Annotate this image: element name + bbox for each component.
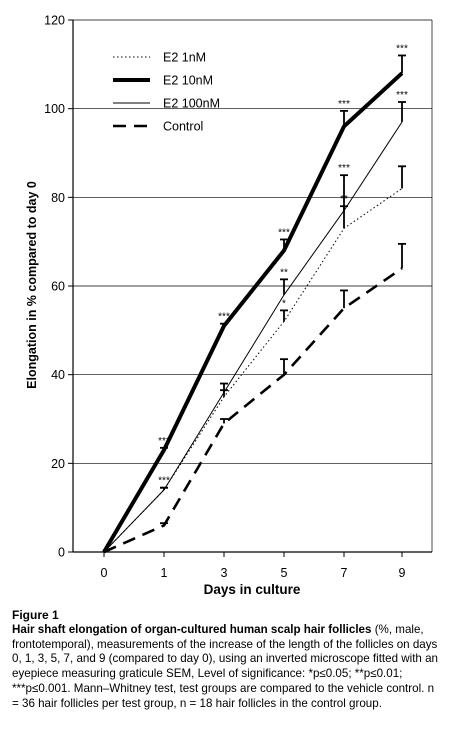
significance-label: **	[340, 194, 348, 205]
x-tick-label: 1	[161, 566, 168, 580]
x-tick-label: 7	[341, 566, 348, 580]
significance-label: ***	[158, 436, 170, 447]
y-tick-label: 60	[51, 280, 65, 294]
legend-label: E2 100nM	[163, 97, 220, 111]
axes-layer	[68, 19, 433, 557]
y-tick-label: 0	[58, 546, 65, 560]
significance-label: ***	[396, 43, 408, 54]
errorbar-layer	[160, 54, 406, 526]
x-axis-label: Days in culture	[204, 582, 301, 597]
significance-layer: *****************************	[158, 43, 408, 486]
series-layer	[102, 71, 404, 554]
significance-label: *	[282, 298, 286, 309]
significance-label: ***	[158, 476, 170, 487]
significance-label: ***	[396, 90, 408, 101]
series-line-e2-100nm	[103, 121, 403, 553]
y-axis-label: Elongation in % compared to day 0	[25, 181, 39, 389]
figure-label: Figure 1	[12, 608, 59, 622]
figure-caption-text: (%, male, frontotemporal), measurements …	[12, 622, 438, 710]
series-line-e2-10nm	[102, 71, 404, 554]
legend-label: E2 1nM	[163, 51, 206, 65]
tick-label-layer: 0 20 40 60 80 100 120 0 1 3 5 7 9	[44, 14, 405, 581]
y-tick-label: 100	[44, 102, 65, 116]
significance-label: ***	[218, 312, 230, 323]
hair-elongation-chart: ***************************** 0204060801…	[25, 14, 433, 597]
y-tick-label: 120	[44, 14, 65, 28]
x-tick-label: 3	[221, 566, 228, 580]
significance-label: ***	[278, 227, 290, 238]
x-tick-label: 9	[399, 566, 406, 580]
x-tick-label: 5	[281, 566, 288, 580]
y-tick-label: 20	[51, 457, 65, 471]
y-tick-label: 40	[51, 368, 65, 382]
y-tick-label: 80	[51, 191, 65, 205]
x-tick-label: 0	[101, 566, 108, 580]
legend-label: Control	[163, 120, 203, 134]
significance-label: ***	[338, 99, 350, 110]
legend: E2 1nM E2 10nM E2 100nM Control	[113, 51, 220, 134]
figure-caption: Figure 1 Hair shaft elongation of organ-…	[12, 608, 442, 712]
grid-layer	[73, 19, 432, 464]
significance-label: ***	[338, 163, 350, 174]
significance-label: **	[280, 267, 288, 278]
figure-title: Hair shaft elongation of organ-cultured …	[12, 622, 372, 636]
series-line-e2-1nm	[103, 188, 403, 553]
series-line-control	[103, 267, 403, 554]
legend-label: E2 10nM	[163, 74, 213, 88]
